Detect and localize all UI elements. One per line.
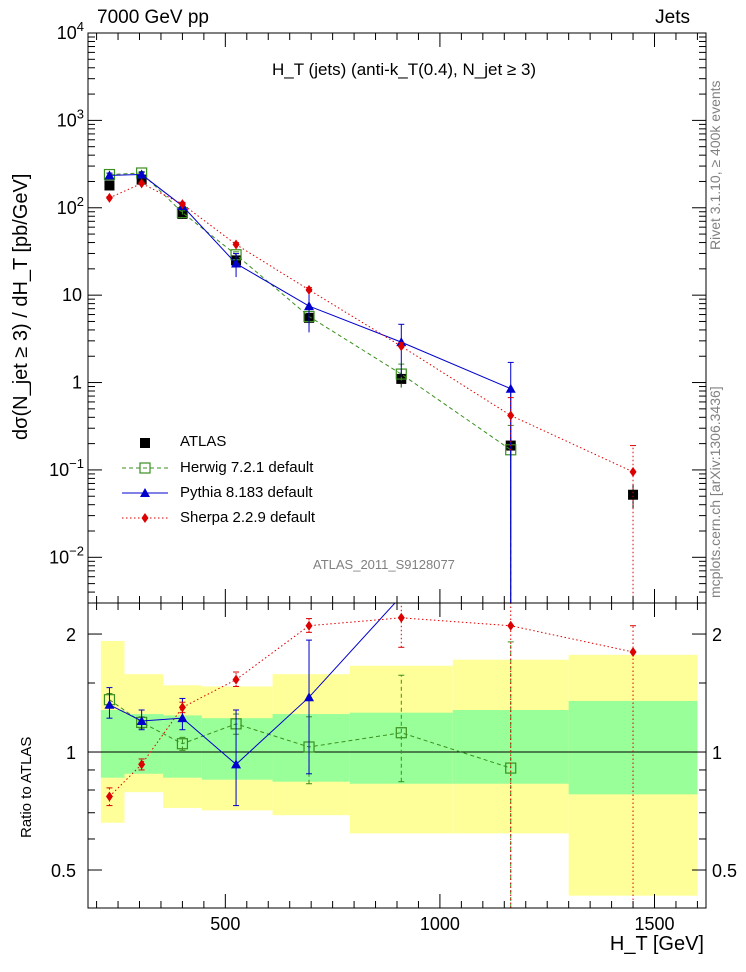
legend-sherpa: Sherpa 2.2.9 default xyxy=(180,509,316,526)
ratio-point-sherpa xyxy=(105,791,113,802)
main-point-pythia xyxy=(231,258,242,268)
ytick-exp: 2 xyxy=(77,194,84,209)
main-ytick-label: 10−2 xyxy=(49,543,84,567)
ratio-point-herwig xyxy=(176,738,189,750)
main-ytick-label: 104 xyxy=(57,19,84,43)
ratio-stat-band xyxy=(201,718,273,780)
ratio-ytick-label-left: 1 xyxy=(66,743,76,763)
ratio-point-pythia xyxy=(231,759,242,769)
main-point-sherpa xyxy=(305,284,313,295)
main-point-pythia xyxy=(505,383,516,393)
ratio-ytick-label-left: 2 xyxy=(66,625,76,645)
plot-title-text: H_T (jets) (anti-k_T(0.4), N_jet ≥ 3) xyxy=(272,60,537,79)
main-point-atlas xyxy=(628,489,639,500)
ytick-base: 10 xyxy=(49,460,69,480)
header-right: Jets xyxy=(655,7,690,28)
legend-marker-atlas xyxy=(140,438,150,448)
ratio-ylabel: Ratio to ATLAS xyxy=(18,736,35,838)
ratio-point-herwig xyxy=(395,727,407,739)
ratio-point-pythia xyxy=(136,715,147,725)
ratio-stat-band xyxy=(272,714,350,782)
main-point-sherpa xyxy=(138,178,146,189)
main-ytick-label: 102 xyxy=(57,194,84,218)
ratio-point-pythia xyxy=(104,699,115,709)
ratio-ytick-label-right: 0.5 xyxy=(712,861,737,881)
main-point-pythia xyxy=(104,170,115,180)
main-ylabel: dσ(N_jet ≥ 3) / dH_T [pb/GeV] xyxy=(10,173,32,440)
main-ytick-label: 1 xyxy=(72,373,82,393)
ytick-exp: −2 xyxy=(69,543,84,558)
plot-title: H_T (jets) (anti-k_T(0.4), N_jet ≥ 3) xyxy=(272,60,536,80)
ratio-point-sherpa xyxy=(178,702,186,713)
ytick-exp: −1 xyxy=(69,456,84,471)
x-axis-label: H_T [GeV] xyxy=(609,933,704,955)
ratio-stat-band xyxy=(100,710,125,778)
ratio-point-sherpa xyxy=(507,620,515,631)
rivet-label: Rivet 3.1.10, ≥ 400k events xyxy=(707,80,723,250)
main-point-sherpa xyxy=(232,239,240,250)
main-point-sherpa xyxy=(629,466,637,477)
x-tick-label: 1500 xyxy=(634,914,674,934)
main-point-sherpa xyxy=(105,192,113,203)
ytick-exp: 3 xyxy=(77,106,84,121)
main-point-pythia xyxy=(136,169,147,179)
legend-pythia: Pythia 8.183 default xyxy=(180,484,313,501)
main-line-herwig xyxy=(109,172,512,603)
ytick-exp: 4 xyxy=(77,19,84,34)
main-point-sherpa xyxy=(507,410,515,421)
ratio-ytick-label-left: 0.5 xyxy=(51,861,76,881)
main-point-sherpa xyxy=(178,199,186,210)
ratio-point-sherpa xyxy=(232,674,240,685)
x-tick-label: 500 xyxy=(210,914,240,934)
main-ytick-label: 103 xyxy=(57,106,84,130)
ratio-line-sherpa xyxy=(109,617,634,797)
ytick-base: 10 xyxy=(57,198,77,218)
ratio-point-pythia xyxy=(304,692,315,702)
ytick-base: 10 xyxy=(57,23,77,43)
ratio-point-sherpa xyxy=(138,759,146,770)
header-left: 7000 GeV pp xyxy=(97,7,209,28)
ytick-base: 10 xyxy=(57,110,77,130)
ratio-ytick-label-right: 1 xyxy=(712,743,722,763)
legend-atlas: ATLAS xyxy=(180,433,227,450)
main-point-sherpa xyxy=(397,341,405,352)
ratio-point-pythia xyxy=(396,591,406,600)
main-line-pythia xyxy=(109,174,512,603)
ratio-point-pythia xyxy=(177,713,188,723)
ratio-point-sherpa xyxy=(305,620,313,631)
main-ytick-label: 10−1 xyxy=(49,456,84,480)
x-tick-label: 1000 xyxy=(420,914,460,934)
ratio-point-sherpa xyxy=(397,612,405,623)
main-point-atlas xyxy=(104,180,115,191)
main-line-sherpa xyxy=(109,182,634,473)
legend-marker-pythia xyxy=(140,488,150,497)
ratio-point-sherpa xyxy=(629,646,637,657)
analysis-id: ATLAS_2011_S9128077 xyxy=(313,557,455,572)
mcplots-label: mcplots.cern.ch [arXiv:1306.3436] xyxy=(707,386,723,598)
main-point-herwig xyxy=(103,168,116,181)
main-ytick-label: 10 xyxy=(62,285,82,305)
legend-marker-herwig xyxy=(139,462,151,474)
ytick-base: 10 xyxy=(49,547,69,567)
legend-marker-sherpa xyxy=(141,513,149,523)
ratio-ytick-label-right: 2 xyxy=(712,625,722,645)
main-point-pythia xyxy=(304,301,315,311)
ratio-panel-content xyxy=(88,591,706,908)
legend-herwig: Herwig 7.2.1 default xyxy=(180,459,314,476)
main-panel-content xyxy=(103,167,639,603)
